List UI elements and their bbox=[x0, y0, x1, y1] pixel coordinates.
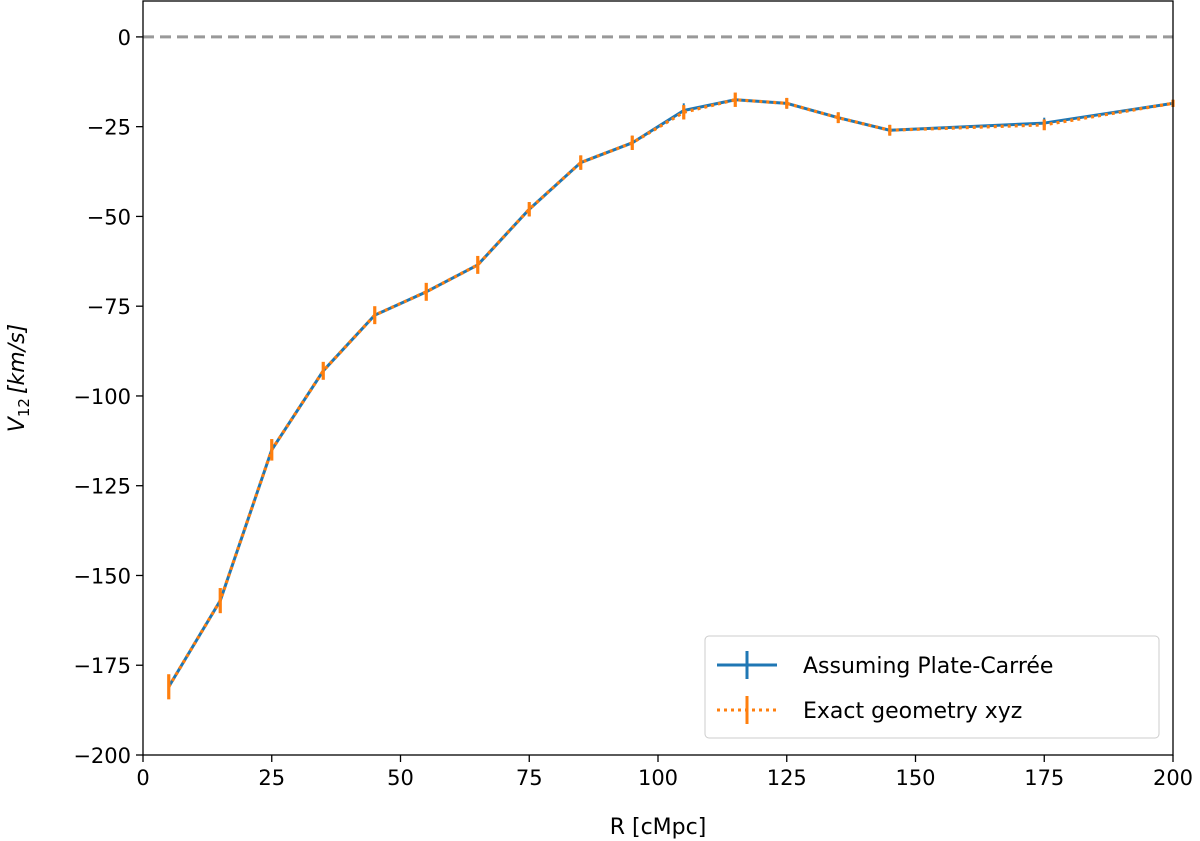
y-tick-label: −200 bbox=[73, 744, 131, 768]
plot-area bbox=[143, 35, 1175, 700]
x-axis-label: R [cMpc] bbox=[610, 815, 707, 840]
series-plate-carree bbox=[167, 94, 1174, 696]
series-line bbox=[167, 98, 1174, 688]
x-tick-label: 75 bbox=[516, 766, 543, 790]
y-axis-label-unit: [km/s] bbox=[5, 324, 30, 394]
legend-box bbox=[704, 635, 1160, 739]
series-exact-geometry bbox=[167, 92, 1175, 700]
legend-label-plate-carree: Assuming Plate-Carrée bbox=[803, 654, 1053, 679]
legend: Assuming Plate-Carrée Exact geometry xyz bbox=[704, 635, 1160, 739]
axis-ticks: 0 25 50 75 100 125 150 175 200 −200 −175 −150 −125 −1… bbox=[73, 26, 1193, 790]
y-axis-label: V12 [km/s] bbox=[5, 324, 33, 432]
x-tick-label: 150 bbox=[895, 766, 935, 790]
x-tick-label: 25 bbox=[258, 766, 285, 790]
y-tick-label: −175 bbox=[73, 654, 131, 678]
legend-label-exact-geometry: Exact geometry xyz bbox=[803, 699, 1022, 724]
series-line bbox=[167, 98, 1174, 688]
x-tick-label: 200 bbox=[1153, 766, 1193, 790]
x-tick-label: 0 bbox=[136, 766, 149, 790]
y-tick-label: −50 bbox=[87, 205, 131, 229]
y-tick-label: −25 bbox=[87, 116, 131, 140]
y-axis-label-subscript: 12 bbox=[15, 398, 33, 417]
y-tick-label: −150 bbox=[73, 564, 131, 588]
x-tick-label: 50 bbox=[387, 766, 414, 790]
y-tick-label: 0 bbox=[118, 26, 131, 50]
x-tick-label: 100 bbox=[638, 766, 678, 790]
x-tick-label: 125 bbox=[767, 766, 807, 790]
y-tick-label: −125 bbox=[73, 475, 131, 499]
x-tick-label: 175 bbox=[1024, 766, 1064, 790]
y-tick-label: −75 bbox=[87, 295, 131, 319]
y-tick-label: −100 bbox=[73, 385, 131, 409]
y-axis-label-main: V bbox=[5, 415, 30, 432]
